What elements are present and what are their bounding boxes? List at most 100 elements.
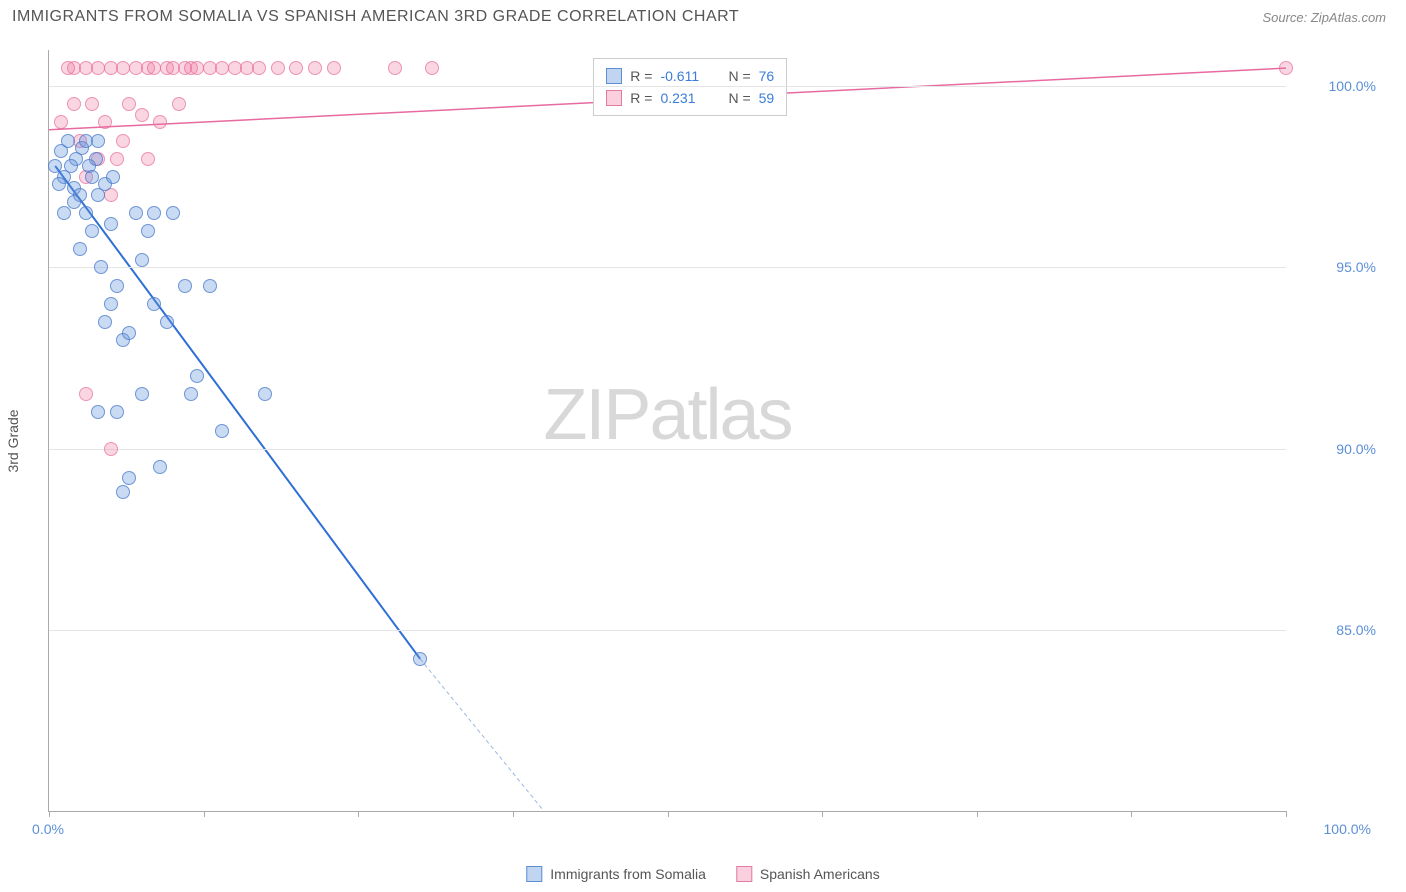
legend-row-pink: R = 0.231 N = 59: [606, 87, 774, 109]
legend-n-prefix: N =: [728, 87, 750, 109]
gridline-h: [49, 449, 1286, 450]
y-tick-label: 95.0%: [1296, 259, 1376, 275]
scatter-point-blue: [203, 279, 217, 293]
scatter-point-pink: [308, 61, 322, 75]
watermark-atlas: atlas: [649, 375, 791, 455]
scatter-point-blue: [94, 260, 108, 274]
scatter-point-blue: [104, 217, 118, 231]
scatter-point-pink: [79, 387, 93, 401]
watermark: ZIPatlas: [543, 374, 791, 456]
scatter-point-pink: [98, 115, 112, 129]
x-tick: [822, 811, 823, 817]
scatter-point-blue: [413, 652, 427, 666]
scatter-point-blue: [52, 177, 66, 191]
series-legend: Immigrants from Somalia Spanish Americans: [526, 866, 879, 882]
scatter-point-pink: [61, 61, 75, 75]
legend-n-value: 59: [759, 87, 775, 109]
gridline-h: [49, 630, 1286, 631]
bottom-legend-label: Spanish Americans: [760, 866, 880, 882]
scatter-point-blue: [122, 326, 136, 340]
scatter-point-pink: [116, 134, 130, 148]
chart-container: 3rd Grade ZIPatlas R =-0.611N =76R =0.23…: [48, 50, 1386, 832]
scatter-point-blue: [91, 134, 105, 148]
scatter-point-blue: [110, 405, 124, 419]
scatter-point-blue: [178, 279, 192, 293]
x-tick: [204, 811, 205, 817]
x-axis-start-label: 0.0%: [32, 821, 64, 837]
scatter-point-blue: [160, 315, 174, 329]
scatter-point-blue: [135, 253, 149, 267]
scatter-point-pink: [388, 61, 402, 75]
scatter-point-blue: [91, 405, 105, 419]
bottom-legend-item-pink: Spanish Americans: [736, 866, 880, 882]
legend-row-blue: R = -0.611 N = 76: [606, 65, 774, 87]
scatter-point-blue: [166, 206, 180, 220]
scatter-point-pink: [425, 61, 439, 75]
scatter-point-blue: [110, 279, 124, 293]
scatter-point-pink: [104, 442, 118, 456]
scatter-point-blue: [98, 315, 112, 329]
legend-swatch-pink: [606, 90, 622, 106]
x-tick: [513, 811, 514, 817]
legend-r-prefix: R =: [630, 65, 652, 87]
scatter-point-blue: [147, 206, 161, 220]
scatter-point-pink: [135, 108, 149, 122]
scatter-point-pink: [172, 97, 186, 111]
scatter-point-blue: [106, 170, 120, 184]
watermark-zip: ZIP: [543, 375, 649, 455]
legend-n-prefix: N =: [728, 65, 750, 87]
scatter-point-blue: [73, 242, 87, 256]
scatter-point-blue: [141, 224, 155, 238]
legend-r-value: -0.611: [660, 65, 710, 87]
scatter-point-blue: [122, 471, 136, 485]
scatter-point-blue: [64, 159, 78, 173]
scatter-point-blue: [215, 424, 229, 438]
legend-r-value: 0.231: [660, 87, 710, 109]
scatter-point-pink: [327, 61, 341, 75]
x-tick: [1286, 811, 1287, 817]
y-tick-label: 90.0%: [1296, 441, 1376, 457]
x-tick: [358, 811, 359, 817]
scatter-point-blue: [67, 195, 81, 209]
gridline-h: [49, 267, 1286, 268]
chart-source: Source: ZipAtlas.com: [1262, 10, 1386, 25]
scatter-point-blue: [85, 224, 99, 238]
scatter-point-blue: [61, 134, 75, 148]
scatter-point-blue: [116, 485, 130, 499]
x-tick: [1131, 811, 1132, 817]
scatter-point-pink: [110, 152, 124, 166]
scatter-point-blue: [129, 206, 143, 220]
scatter-point-pink: [289, 61, 303, 75]
scatter-point-blue: [104, 297, 118, 311]
scatter-point-pink: [122, 97, 136, 111]
legend-swatch-pink: [736, 866, 752, 882]
scatter-point-blue: [190, 369, 204, 383]
scatter-point-blue: [147, 297, 161, 311]
scatter-point-pink: [271, 61, 285, 75]
legend-swatch-blue: [606, 68, 622, 84]
x-tick: [49, 811, 50, 817]
y-tick-label: 85.0%: [1296, 622, 1376, 638]
scatter-point-blue: [57, 206, 71, 220]
scatter-point-pink: [54, 115, 68, 129]
bottom-legend-item-blue: Immigrants from Somalia: [526, 866, 706, 882]
scatter-point-pink: [1279, 61, 1293, 75]
scatter-point-blue: [184, 387, 198, 401]
chart-header: IMMIGRANTS FROM SOMALIA VS SPANISH AMERI…: [0, 0, 1406, 34]
trendlines-svg: [49, 50, 1286, 811]
legend-swatch-blue: [526, 866, 542, 882]
scatter-point-pink: [252, 61, 266, 75]
y-tick-label: 100.0%: [1296, 78, 1376, 94]
legend-n-value: 76: [759, 65, 775, 87]
scatter-point-blue: [153, 460, 167, 474]
scatter-point-pink: [141, 152, 155, 166]
scatter-point-blue: [258, 387, 272, 401]
legend-r-prefix: R =: [630, 87, 652, 109]
x-tick: [668, 811, 669, 817]
scatter-point-pink: [85, 97, 99, 111]
scatter-point-blue: [135, 387, 149, 401]
scatter-point-blue: [89, 152, 103, 166]
scatter-point-pink: [153, 115, 167, 129]
scatter-point-blue: [79, 206, 93, 220]
x-axis-end-label: 100.0%: [1324, 821, 1371, 837]
